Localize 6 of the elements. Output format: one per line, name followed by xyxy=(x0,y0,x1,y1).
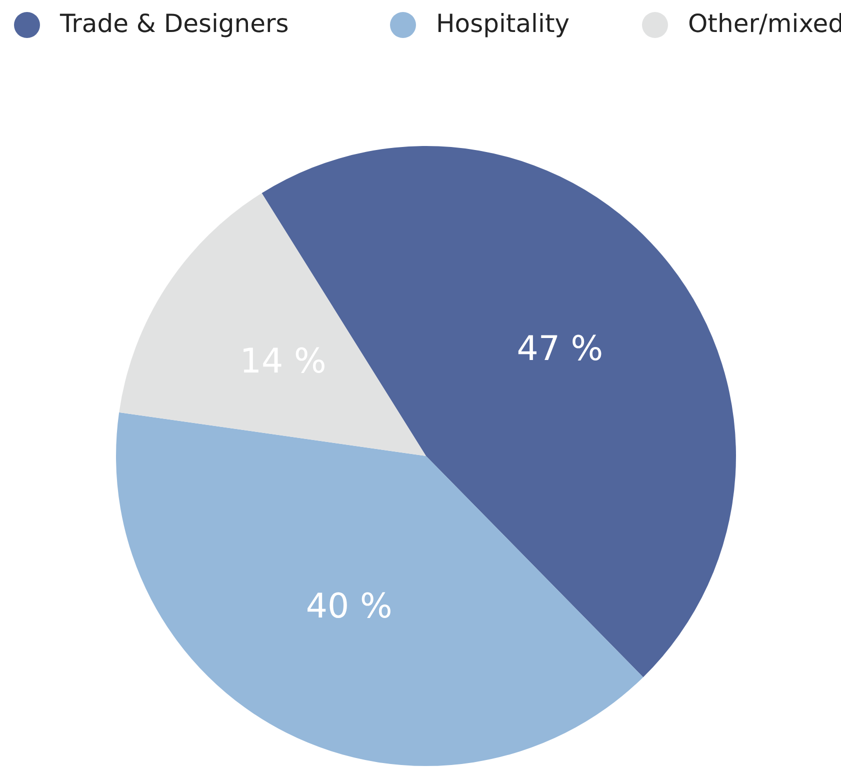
data-label: 47 % xyxy=(516,328,604,369)
pie-slice xyxy=(116,412,644,766)
legend-label: Trade & Designers xyxy=(59,8,289,38)
pie-slice xyxy=(119,193,426,456)
legend-label: Hospitality xyxy=(436,8,570,38)
data-label: 40 % xyxy=(306,586,392,626)
